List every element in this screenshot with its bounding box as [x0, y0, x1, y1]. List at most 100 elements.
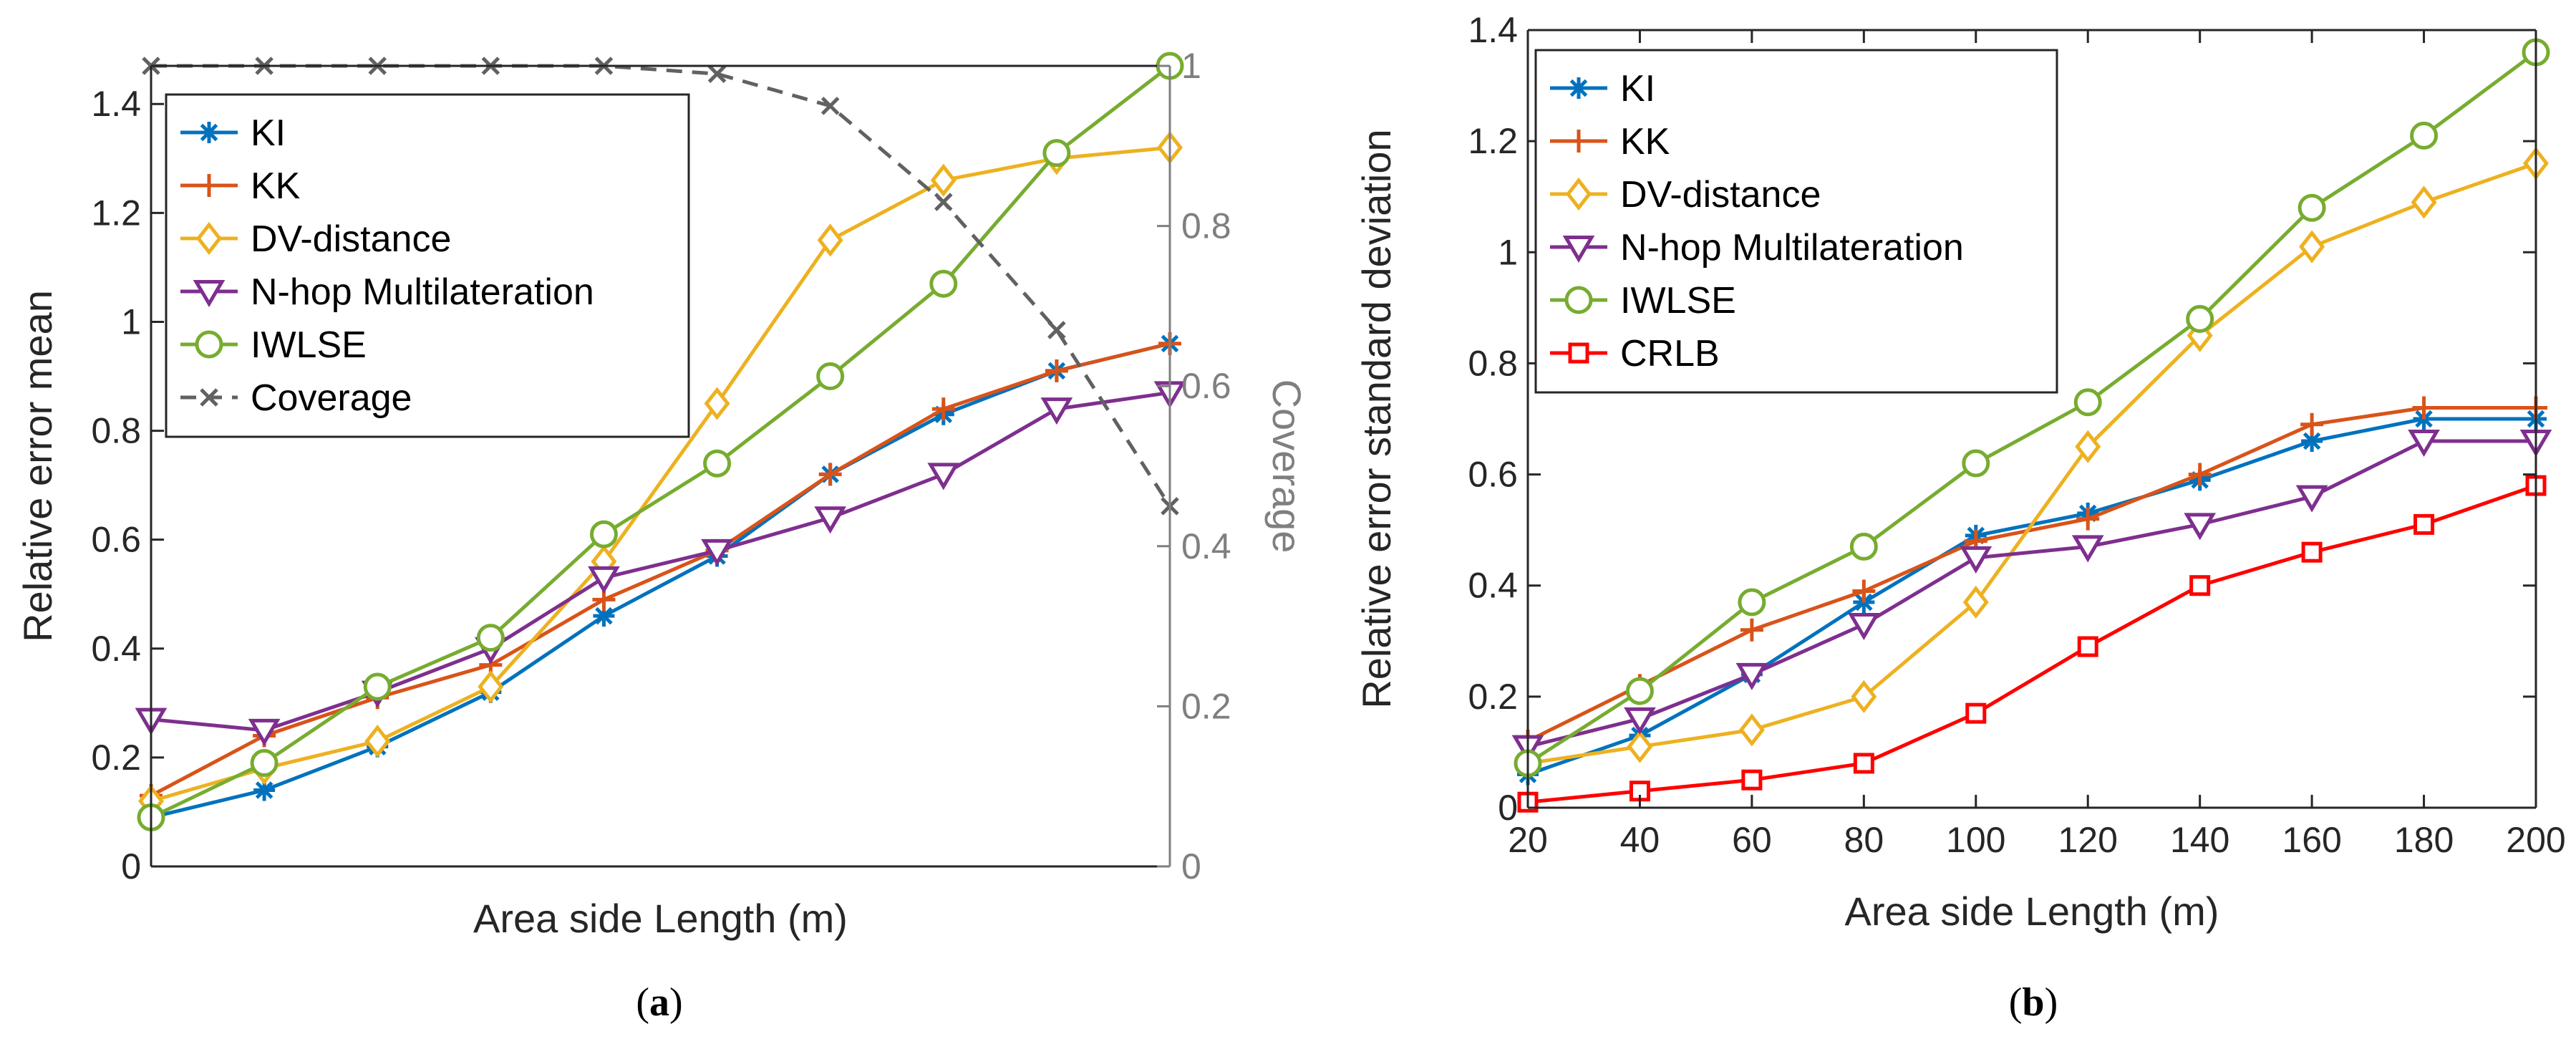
legend-marker-coverage	[200, 388, 218, 407]
data-point-kk	[818, 463, 842, 486]
series-line-kk	[150, 342, 1171, 798]
legend-label-coverage: Coverage	[251, 377, 412, 419]
y-tick-label: 0.2	[1468, 677, 1518, 717]
legend-marker-iwlse	[195, 330, 223, 359]
data-point-dv-distance	[1738, 713, 1765, 747]
x-tick-label: 20	[1508, 820, 1548, 860]
legend-marker-dv-distance	[1566, 177, 1592, 211]
y-tick-label: 0.2	[91, 738, 141, 778]
legend-label-kk: KK	[1620, 121, 1670, 163]
legend-marker-iwlse	[1564, 286, 1593, 314]
caption-letter: a	[649, 980, 669, 1025]
data-point-iwlse	[703, 449, 732, 478]
x-tick-label: 160	[2282, 820, 2341, 860]
data-point-n-hop-multilateration	[701, 538, 733, 566]
data-point-dv-distance	[1962, 585, 1989, 619]
legend-marker-n-hop-multilateration	[1562, 236, 1595, 264]
data-point-n-hop-multilateration	[2184, 513, 2217, 541]
data-point-dv-distance	[2411, 185, 2437, 219]
legend-marker-n-hop-multilateration	[193, 280, 226, 308]
data-point-n-hop-multilateration	[1624, 707, 1656, 735]
data-point-iwlse	[1738, 588, 1766, 617]
data-point-n-hop-multilateration	[2295, 485, 2328, 513]
y-tick-label: 1	[121, 301, 141, 342]
data-point-iwlse	[589, 520, 618, 549]
y-right-tick-label: 1	[1181, 46, 1201, 86]
data-point-coverage	[1047, 321, 1066, 339]
data-point-crlb	[2301, 541, 2323, 563]
legend-marker-kk	[198, 174, 221, 197]
legend-label-dv-distance: DV-distance	[1620, 174, 1821, 216]
y-axis-label: Relative error mean	[15, 290, 60, 642]
x-tick-label: 200	[2506, 820, 2565, 860]
legend-box	[1534, 49, 2058, 394]
data-point-dv-distance	[2299, 230, 2325, 264]
data-point-iwlse	[1625, 677, 1654, 705]
data-point-n-hop-multilateration	[588, 566, 620, 594]
data-point-iwlse	[929, 269, 958, 298]
legend-label-n-hop-multilateration: N-hop Multilateration	[1620, 227, 1964, 269]
data-point-iwlse	[1849, 532, 1878, 561]
data-point-iwlse	[2410, 121, 2439, 150]
data-point-crlb	[1741, 769, 1763, 791]
legend-marker-ki-stroke	[1569, 79, 1588, 97]
data-point-dv-distance	[930, 163, 957, 197]
y-tick-label: 1.4	[91, 84, 141, 124]
panel-caption: (a)	[636, 980, 682, 1025]
legend-marker-kk	[1567, 130, 1590, 153]
data-point-kk	[2188, 463, 2212, 486]
y-right-tick-label: 0.4	[1181, 526, 1231, 566]
series-line-n-hop-multilateration	[150, 390, 1171, 733]
data-point-n-hop-multilateration	[1960, 546, 1992, 574]
data-point-ki-stroke	[595, 607, 613, 625]
data-point-dv-distance	[817, 223, 843, 257]
series-line-crlb	[1527, 483, 2537, 804]
y-tick-label: 0.6	[91, 520, 141, 560]
data-point-iwlse	[1962, 449, 1990, 478]
data-point-dv-distance	[1627, 730, 1653, 763]
data-point-coverage-stroke	[707, 64, 727, 83]
x-tick-label: 100	[1946, 820, 2005, 860]
data-point-crlb	[2189, 575, 2211, 596]
y-tick-label: 0.4	[91, 629, 141, 669]
caption-paren: (	[2009, 980, 2023, 1025]
x-tick-label: 180	[2394, 820, 2454, 860]
data-point-kk	[2412, 396, 2436, 420]
y-tick-label: 0.8	[91, 411, 141, 451]
y-right-tick-label: 0.6	[1181, 366, 1231, 406]
data-point-kk	[2076, 507, 2100, 531]
data-point-dv-distance	[704, 387, 730, 420]
data-point-kk	[1740, 618, 1763, 642]
legend-marker-ki	[1568, 77, 1589, 99]
data-point-iwlse	[363, 672, 392, 701]
data-point-dv-distance	[2075, 430, 2101, 463]
legend-marker-ki-stroke	[200, 123, 218, 142]
data-point-dv-distance	[1851, 680, 1877, 713]
legend-label-crlb: CRLB	[1620, 333, 1720, 374]
legend-label-iwlse: IWLSE	[251, 324, 367, 366]
y-tick-label: 0	[1498, 788, 1518, 828]
data-point-n-hop-multilateration	[814, 506, 847, 534]
data-point-n-hop-multilateration	[1847, 613, 1880, 641]
y-tick-label: 1.2	[91, 193, 141, 233]
data-point-kk	[2300, 412, 2324, 436]
data-point-iwlse	[816, 362, 845, 391]
data-point-coverage-stroke	[820, 97, 840, 115]
y-right-tick-label: 0.2	[1181, 686, 1231, 726]
chart-panel-a: 0 0.2 0.4 0.6 0.8 1 1.2 1.4 0 0.2 0.4 0.6 0.8 1 Area s…	[15, 46, 1309, 1025]
series-line-dv-distance	[150, 145, 1171, 803]
chart-panel-b: 0 0.2 0.4 0.6 0.8 1 1.2 1.4 20 40 60 80 100 120 140 160…	[1354, 10, 2566, 1025]
series-line-iwlse	[150, 64, 1171, 819]
legend-label-n-hop-multilateration: N-hop Multilateration	[251, 271, 594, 313]
data-point-dv-distance	[478, 670, 504, 704]
legend-marker-coverage-stroke	[200, 388, 218, 407]
data-point-coverage	[707, 64, 727, 83]
data-point-kk	[1852, 579, 1876, 603]
x-tick-label: 80	[1844, 820, 1884, 860]
legend-marker-dv-distance	[196, 221, 222, 256]
x-axis-label: Area side Length (m)	[1845, 889, 2219, 934]
y-tick-label: 0.6	[1468, 455, 1518, 495]
data-point-coverage	[820, 97, 840, 115]
data-point-crlb	[2077, 636, 2098, 657]
